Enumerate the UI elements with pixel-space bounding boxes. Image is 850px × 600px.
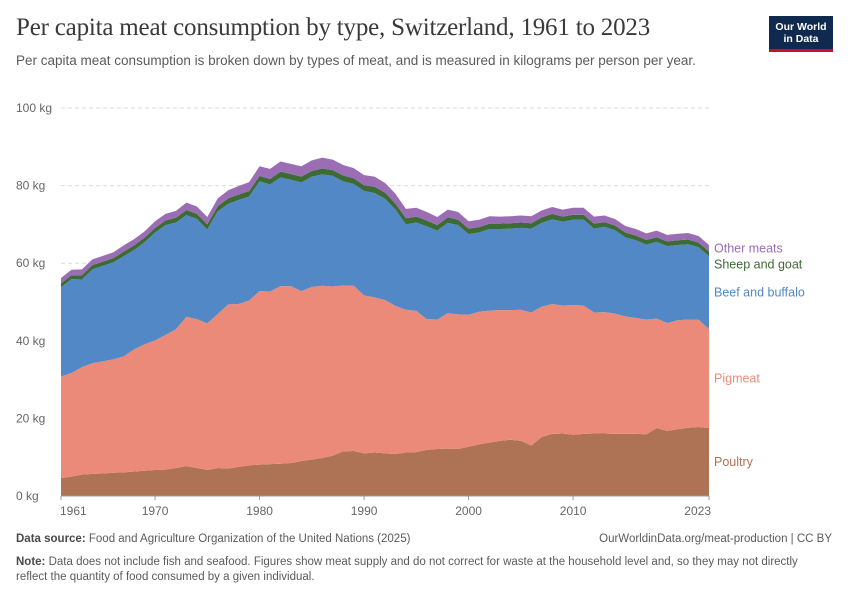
- logo-line-2: in Data: [783, 32, 819, 45]
- y-axis-ticks: 0 kg 20 kg 40 kg 60 kg 80 kg 100 kg: [16, 101, 52, 503]
- y-tick-label: 60 kg: [16, 256, 45, 270]
- chart-subtitle: Per capita meat consumption is broken do…: [16, 53, 696, 68]
- x-tick-label: 2023: [684, 504, 711, 518]
- y-tick-label: 20 kg: [16, 411, 45, 425]
- data-source: Data source: Food and Agriculture Organi…: [16, 533, 410, 545]
- stacked-areas: [61, 157, 709, 497]
- x-tick-label: 1980: [246, 504, 273, 518]
- x-axis-ticks: 1961 1970 1980 1990 2000 2010 2023: [60, 496, 711, 518]
- x-tick-label: 1970: [142, 504, 169, 518]
- x-tick-label: 2000: [455, 504, 482, 518]
- y-tick-label: 80 kg: [16, 179, 45, 193]
- chart-title: Per capita meat consumption by type, Swi…: [16, 14, 650, 41]
- y-tick-label: 100 kg: [16, 101, 52, 115]
- chart-note: Note: Data does not include fish and sea…: [16, 555, 831, 585]
- legend-label: Pigmeat: [714, 372, 760, 386]
- owid-logo[interactable]: Our World in Data: [769, 16, 833, 52]
- y-tick-label: 0 kg: [16, 489, 39, 503]
- x-tick-label: 2010: [560, 504, 587, 518]
- note-label: Note:: [16, 556, 46, 568]
- area-beef-and-buffalo[interactable]: [61, 174, 709, 377]
- source-url-link[interactable]: OurWorldinData.org/meat-production | CC …: [599, 533, 832, 545]
- area-pigmeat[interactable]: [61, 285, 709, 479]
- source-label: Data source:: [16, 533, 86, 545]
- legend-label: Other meats: [714, 241, 783, 255]
- legend-label: Poultry: [714, 455, 754, 469]
- x-tick-label: 1990: [351, 504, 378, 518]
- area-poultry[interactable]: [61, 426, 709, 496]
- source-text: Food and Agriculture Organization of the…: [88, 533, 411, 545]
- note-text: Data does not include fish and seafood. …: [16, 556, 798, 583]
- x-tick-label: 1961: [60, 504, 87, 518]
- legend: Poultry Pigmeat Beef and buffalo Sheep and …: [714, 241, 805, 469]
- y-tick-label: 40 kg: [16, 334, 45, 348]
- logo-line-1: Our World: [775, 20, 827, 33]
- legend-label: Beef and buffalo: [714, 286, 805, 300]
- legend-label: Sheep and goat: [714, 257, 803, 271]
